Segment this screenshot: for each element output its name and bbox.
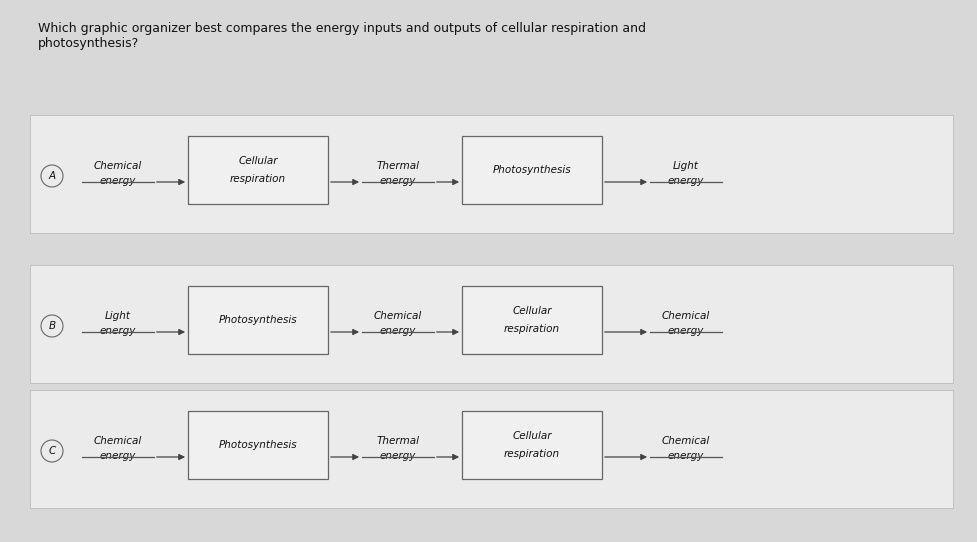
Bar [188, 136, 327, 204]
Bar [461, 136, 602, 204]
Text: A: A [49, 171, 56, 181]
Text: Light: Light [105, 311, 131, 321]
Text: B: B [49, 321, 56, 331]
Text: Thermal: Thermal [376, 161, 419, 171]
Circle shape [41, 440, 63, 462]
Text: respiration: respiration [503, 449, 560, 459]
Circle shape [41, 165, 63, 187]
Text: energy: energy [379, 451, 416, 461]
Text: Chemical: Chemical [94, 161, 142, 171]
Bar [30, 115, 952, 233]
Text: energy: energy [667, 326, 703, 336]
Text: Chemical: Chemical [661, 311, 709, 321]
Text: energy: energy [379, 326, 416, 336]
Text: energy: energy [100, 451, 136, 461]
Text: Thermal: Thermal [376, 436, 419, 446]
Circle shape [41, 315, 63, 337]
Text: Which graphic organizer best compares the energy inputs and outputs of cellular : Which graphic organizer best compares th… [38, 22, 646, 50]
Text: energy: energy [379, 176, 416, 186]
Bar [188, 286, 327, 354]
Bar [188, 411, 327, 479]
Text: energy: energy [667, 451, 703, 461]
Text: Light: Light [672, 161, 699, 171]
Text: energy: energy [100, 176, 136, 186]
Text: Cellular: Cellular [238, 156, 277, 166]
Text: energy: energy [667, 176, 703, 186]
Bar [461, 286, 602, 354]
Text: Chemical: Chemical [94, 436, 142, 446]
Text: Cellular: Cellular [512, 431, 551, 441]
Bar [30, 265, 952, 383]
Text: energy: energy [100, 326, 136, 336]
Text: Chemical: Chemical [661, 436, 709, 446]
Bar [30, 390, 952, 508]
Text: C: C [48, 446, 56, 456]
Text: Chemical: Chemical [373, 311, 422, 321]
Text: respiration: respiration [230, 174, 285, 184]
Text: Cellular: Cellular [512, 306, 551, 316]
Bar [461, 411, 602, 479]
Text: Photosynthesis: Photosynthesis [492, 165, 571, 175]
Text: respiration: respiration [503, 324, 560, 334]
Text: Photosynthesis: Photosynthesis [219, 440, 297, 450]
Text: Photosynthesis: Photosynthesis [219, 315, 297, 325]
